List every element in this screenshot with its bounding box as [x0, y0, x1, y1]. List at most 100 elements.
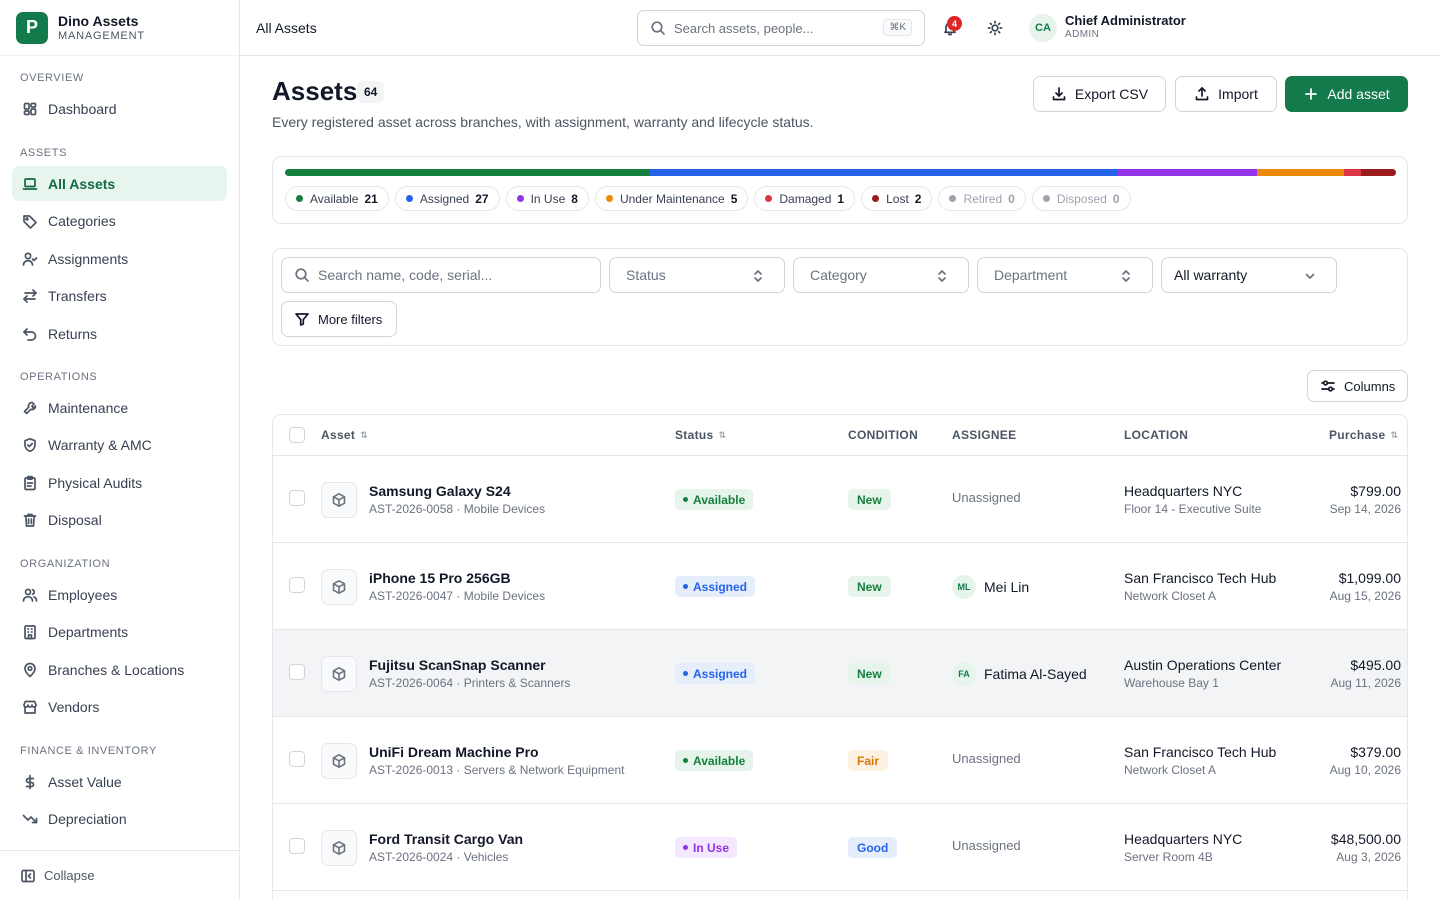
purchase-price: $1,099.00 — [1338, 570, 1401, 586]
brand[interactable]: P Dino Assets MANAGEMENT — [0, 0, 239, 56]
sidebar-item-categories[interactable]: Categories — [12, 204, 227, 239]
status-chip-disposed[interactable]: Disposed 0 — [1031, 186, 1131, 211]
row-checkbox[interactable] — [289, 490, 305, 506]
status-chip-under-maintenance[interactable]: Under Maintenance 5 — [594, 186, 749, 211]
status-badge-label: Available — [693, 492, 746, 507]
sidebar-item-all-assets[interactable]: All Assets — [12, 166, 227, 201]
condition-badge: Fair — [848, 750, 889, 771]
status-chip-damaged[interactable]: Damaged 1 — [754, 186, 856, 211]
sidebar-item-maintenance[interactable]: Maintenance — [12, 390, 227, 425]
sidebar-item-physical-audits[interactable]: Physical Audits — [12, 465, 227, 500]
location-name: Austin Operations Center — [1124, 657, 1282, 673]
status-chip-retired[interactable]: Retired 0 — [938, 186, 1026, 211]
import-button[interactable]: Import — [1175, 76, 1277, 112]
more-filters-button[interactable]: More filters — [281, 301, 397, 337]
status-chip-in-use[interactable]: In Use 8 — [505, 186, 589, 211]
status-chip-count: 27 — [475, 191, 489, 206]
status-filter-select[interactable]: Status — [609, 257, 785, 293]
search-icon — [650, 20, 666, 36]
status-badge: Assigned — [675, 663, 756, 684]
sidebar-item-vendors[interactable]: Vendors — [12, 690, 227, 725]
dollar-icon — [22, 774, 38, 790]
sidebar-item-warranty-amc[interactable]: Warranty & AMC — [12, 428, 227, 463]
status-chips: Available 21 Assigned 27 In Use 8 Under Mainte… — [285, 186, 1131, 211]
status-chip-label: In Use — [530, 191, 566, 206]
sidebar-item-assignments[interactable]: Assignments — [12, 241, 227, 276]
brand-subtitle: MANAGEMENT — [58, 30, 145, 42]
sidebar-item-asset-value[interactable]: Asset Value — [12, 764, 227, 799]
columns-button[interactable]: Columns — [1307, 370, 1408, 402]
status-chip-label: Assigned — [419, 191, 470, 206]
table-row[interactable]: UniFi Dream Machine Pro AST-2026-0013 · S… — [273, 717, 1407, 804]
sort-icon: ⇅ — [1390, 429, 1399, 440]
asset-name[interactable]: Fujitsu ScanSnap Scanner — [369, 657, 546, 673]
location-detail: Network Closet A — [1124, 763, 1217, 777]
row-checkbox[interactable] — [289, 577, 305, 593]
sidebar-item-disposal[interactable]: Disposal — [12, 503, 227, 538]
nav-section-overview: OVERVIEW — [20, 72, 84, 84]
export-csv-button[interactable]: Export CSV — [1033, 76, 1166, 112]
sort-icon: ⇅ — [360, 429, 369, 440]
user-check-icon — [22, 251, 38, 267]
condition-badge: New — [848, 576, 891, 597]
sidebar-item-branches-locations[interactable]: Branches & Locations — [12, 652, 227, 687]
asset-name[interactable]: Samsung Galaxy S24 — [369, 483, 511, 499]
status-chip-available[interactable]: Available 21 — [285, 186, 389, 211]
table-row[interactable]: Samsung Galaxy S24 AST-2026-0058 · Mobile… — [273, 456, 1407, 543]
asset-search-input[interactable]: Search name, code, serial... — [281, 257, 601, 293]
collapse-button[interactable]: Collapse — [0, 850, 239, 900]
sun-icon[interactable] — [985, 18, 1005, 38]
column-header-asset[interactable]: Asset ⇅ — [321, 428, 368, 442]
category-filter-select[interactable]: Category — [793, 257, 969, 293]
store-icon — [22, 699, 38, 715]
category-filter-label: Category — [810, 267, 867, 283]
status-chip-assigned[interactable]: Assigned 27 — [394, 186, 500, 211]
status-bar-segment — [1361, 169, 1396, 176]
plus-icon — [1303, 86, 1319, 102]
purchase-date: Aug 3, 2026 — [1336, 850, 1401, 864]
status-bar-segment — [285, 169, 650, 176]
status-dot-icon — [683, 671, 688, 676]
column-header-assignee: ASSIGNEE — [952, 428, 1017, 442]
status-chip-lost[interactable]: Lost 2 — [861, 186, 933, 211]
asset-name[interactable]: UniFi Dream Machine Pro — [369, 744, 539, 760]
status-chip-label: Under Maintenance — [619, 191, 725, 206]
select-all-checkbox[interactable] — [289, 427, 305, 443]
search-icon — [294, 267, 310, 283]
assignee[interactable]: FA Fatima Al-Sayed — [952, 662, 1087, 686]
user-name[interactable]: Chief Administrator — [1065, 13, 1186, 28]
status-chip-label: Lost — [886, 191, 909, 206]
warranty-filter-select[interactable]: All warranty — [1161, 257, 1337, 293]
department-filter-select[interactable]: Department — [977, 257, 1153, 293]
condition-badge: New — [848, 489, 891, 510]
table-row[interactable]: Ford Transit Cargo Van AST-2026-0024 · Ve… — [273, 804, 1407, 891]
column-header-purchase[interactable]: Purchase ⇅ — [1329, 428, 1398, 442]
table-row[interactable]: iPhone 15 Pro 256GB AST-2026-0047 · Mobil… — [273, 543, 1407, 630]
assignee: Unassigned — [952, 838, 1021, 853]
assignee-avatar: FA — [952, 662, 976, 686]
global-search-input[interactable]: Search assets, people... ⌘K — [637, 10, 925, 46]
row-checkbox[interactable] — [289, 664, 305, 680]
column-header-status[interactable]: Status ⇅ — [675, 428, 726, 442]
brand-text: Dino Assets MANAGEMENT — [58, 13, 145, 42]
sidebar-item-employees[interactable]: Employees — [12, 577, 227, 612]
user-avatar[interactable]: CA — [1029, 14, 1057, 42]
assignee[interactable]: ML Mei Lin — [952, 575, 1029, 599]
status-chip-count: 8 — [571, 191, 578, 206]
sidebar-item-dashboard[interactable]: Dashboard — [12, 91, 227, 126]
row-checkbox[interactable] — [289, 838, 305, 854]
package-icon — [321, 482, 357, 518]
sidebar-item-transfers[interactable]: Transfers — [12, 279, 227, 314]
add-asset-button[interactable]: Add asset — [1285, 76, 1408, 112]
row-checkbox[interactable] — [289, 751, 305, 767]
dashboard-icon — [22, 101, 38, 117]
table-row[interactable]: Fujitsu ScanSnap Scanner AST-2026-0064 · … — [273, 630, 1407, 717]
asset-name[interactable]: iPhone 15 Pro 256GB — [369, 570, 511, 586]
purchase-date: Aug 11, 2026 — [1330, 676, 1401, 690]
asset-name[interactable]: Ford Transit Cargo Van — [369, 831, 524, 847]
sidebar-item-depreciation[interactable]: Depreciation — [12, 802, 227, 837]
package-icon — [321, 743, 357, 779]
sidebar-item-departments[interactable]: Departments — [12, 615, 227, 650]
trash-icon — [22, 512, 38, 528]
sidebar-item-returns[interactable]: Returns — [12, 316, 227, 351]
